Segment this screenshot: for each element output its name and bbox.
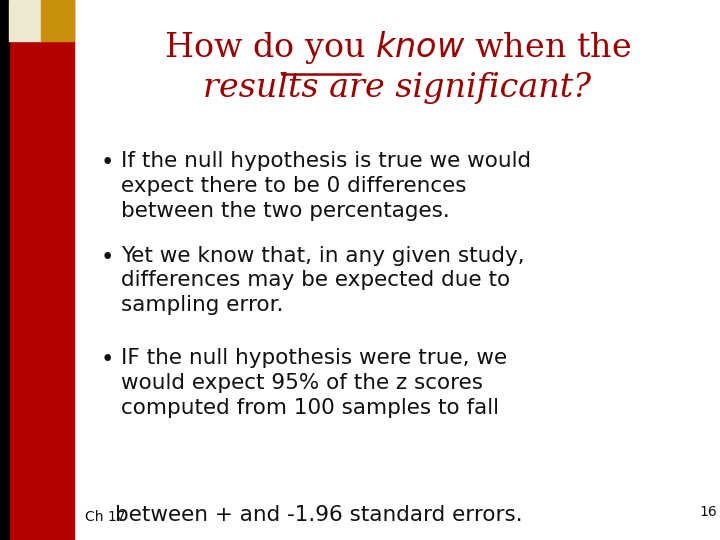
Text: Yet we know that, in any given study,
differences may be expected due to
samplin: Yet we know that, in any given study, di… <box>121 246 525 315</box>
Text: 16: 16 <box>700 505 718 519</box>
Text: IF the null hypothesis were true, we
would expect 95% of the z scores
computed f: IF the null hypothesis were true, we wou… <box>121 348 507 418</box>
Bar <box>41 0 74 40</box>
Bar <box>0 0 9 540</box>
Text: If the null hypothesis is true we would
expect there to be 0 differences
between: If the null hypothesis is true we would … <box>121 151 531 221</box>
Bar <box>0 0 74 540</box>
Text: •: • <box>101 348 114 372</box>
Text: •: • <box>101 151 114 174</box>
Bar <box>9 0 41 40</box>
Text: results are significant?: results are significant? <box>204 72 591 104</box>
Text: between + and -1.96 standard errors.: between + and -1.96 standard errors. <box>115 505 523 525</box>
Text: •: • <box>101 246 114 269</box>
Text: Ch 17: Ch 17 <box>85 510 125 524</box>
Text: How do you $\it{know}$ when the: How do you $\it{know}$ when the <box>164 29 631 66</box>
